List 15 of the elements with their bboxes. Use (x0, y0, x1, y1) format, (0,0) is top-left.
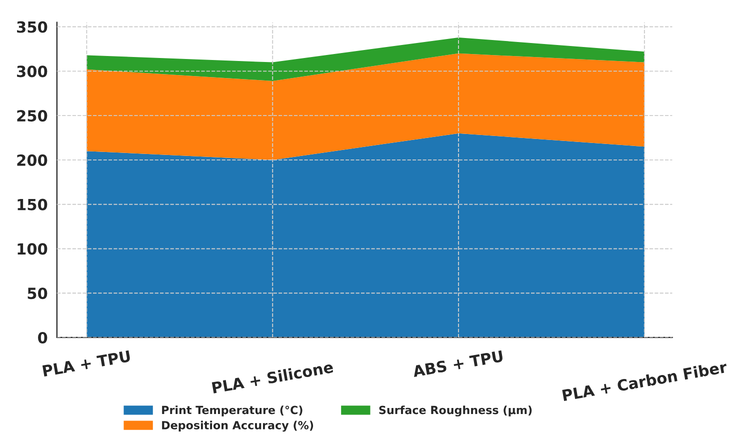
y-tick-label: 100 (18, 243, 48, 255)
y-tick-label: 300 (17, 66, 48, 78)
legend-label: Surface Roughness (µm) (379, 406, 532, 416)
y-tick-label: 50 (28, 288, 48, 300)
x-tick-label: PLA + Carbon Fiber (562, 360, 728, 402)
y-tick-label: 250 (17, 110, 48, 122)
y-tick-label: 350 (17, 21, 48, 33)
y-tick-label: 150 (18, 198, 48, 210)
y-tick-label: 200 (17, 154, 48, 166)
legend-label: Deposition Accuracy (%) (162, 420, 314, 432)
x-tick-label: PLA + Silicone (212, 360, 334, 394)
x-tick-label: PLA + TPU (42, 350, 130, 377)
legend-label: Print Temperature (°C) (162, 406, 302, 416)
y-tick-label: 0 (38, 332, 48, 344)
x-tick-label: ABS + TPU (412, 350, 504, 378)
